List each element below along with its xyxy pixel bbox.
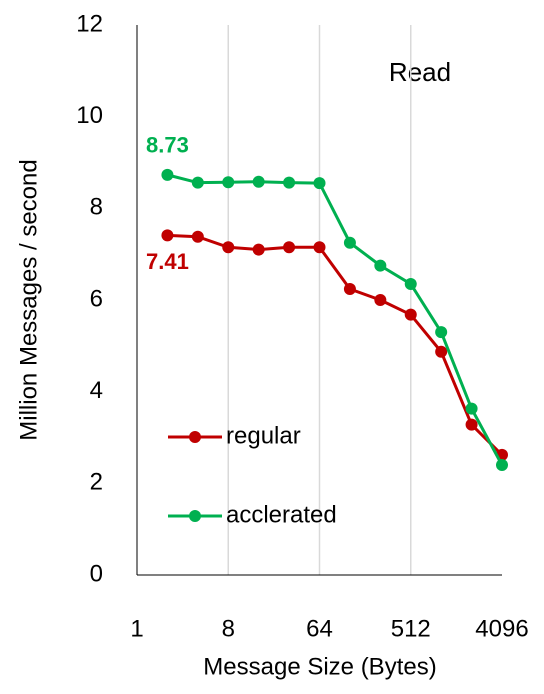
data-point — [161, 168, 174, 181]
series-line — [167, 173, 504, 466]
annotation: Read — [389, 57, 451, 87]
y-tick-label: 4 — [90, 377, 103, 404]
y-axis-label: Million Messages / second — [15, 159, 42, 440]
x-tick-label: 8 — [222, 615, 235, 642]
data-point — [465, 418, 478, 431]
data-point — [252, 175, 265, 188]
legend-label: regular — [226, 422, 301, 449]
data-point — [343, 236, 356, 249]
data-point — [404, 308, 417, 321]
data-point — [435, 345, 448, 358]
x-axis-label: Message Size (Bytes) — [203, 653, 436, 680]
data-point — [283, 176, 296, 189]
data-label: 7.41 — [146, 249, 189, 274]
data-point — [435, 326, 448, 339]
data-point — [374, 259, 387, 272]
data-point — [313, 177, 326, 190]
x-tick-label: 64 — [306, 615, 333, 642]
y-tick-label: 8 — [90, 194, 103, 221]
y-tick-label: 12 — [76, 10, 103, 37]
y-tick-label: 6 — [90, 285, 103, 312]
y-tick-label: 10 — [76, 102, 103, 129]
y-tick-label: 2 — [90, 469, 103, 496]
data-point — [343, 283, 356, 295]
data-point — [161, 229, 174, 242]
data-point — [496, 459, 508, 471]
legend-label: acclerated — [226, 501, 337, 528]
legend-marker — [189, 510, 201, 522]
data-point — [313, 241, 326, 254]
series-line — [167, 233, 504, 456]
data-point — [191, 176, 204, 189]
data-point — [283, 241, 296, 254]
data-point — [222, 176, 235, 189]
x-tick-label: 4096 — [475, 615, 528, 642]
data-point — [191, 230, 204, 243]
data-point — [374, 294, 387, 306]
y-tick-label: 0 — [90, 560, 103, 587]
data-point — [222, 241, 235, 254]
data-point — [252, 243, 265, 256]
data-point — [465, 402, 478, 415]
legend-marker — [189, 431, 201, 443]
x-tick-label: 512 — [391, 615, 431, 642]
data-label: 8.73 — [146, 133, 189, 158]
data-point — [404, 277, 417, 290]
x-tick-label: 1 — [130, 615, 143, 642]
